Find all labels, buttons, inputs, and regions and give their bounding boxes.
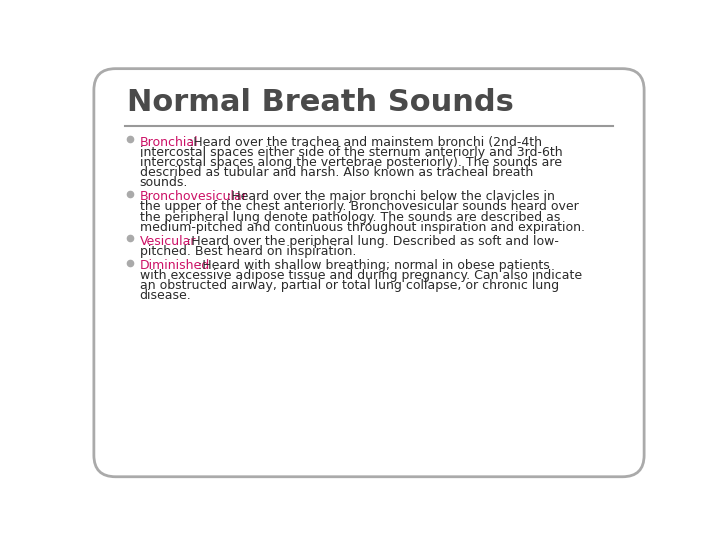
Text: intercostal spaces along the vertebrae posteriorly). The sounds are: intercostal spaces along the vertebrae p… <box>140 156 562 169</box>
Text: Diminished: Diminished <box>140 259 210 272</box>
Text: Vesicular: Vesicular <box>140 235 196 248</box>
Text: disease.: disease. <box>140 289 192 302</box>
Text: Bronchovesicular: Bronchovesicular <box>140 190 248 203</box>
Text: an obstructed airway, partial or total lung collapse, or chronic lung: an obstructed airway, partial or total l… <box>140 279 559 292</box>
Text: :Heard over the major bronchi below the clavicles in: :Heard over the major bronchi below the … <box>223 190 555 203</box>
Text: sounds.: sounds. <box>140 176 188 190</box>
Text: :Heard over the trachea and mainstem bronchi (2nd-4th: :Heard over the trachea and mainstem bro… <box>185 136 542 148</box>
Text: pitched. Best heard on inspiration.: pitched. Best heard on inspiration. <box>140 245 356 258</box>
Text: described as tubular and harsh. Also known as tracheal breath: described as tubular and harsh. Also kno… <box>140 166 533 179</box>
Text: with excessive adipose tissue and during pregnancy. Can also indicate: with excessive adipose tissue and during… <box>140 269 582 282</box>
Text: :Heard over the peripheral lung. Described as soft and low-: :Heard over the peripheral lung. Describ… <box>184 235 559 248</box>
Text: intercostal spaces either side of the sternum anteriorly and 3rd-6th: intercostal spaces either side of the st… <box>140 146 562 159</box>
Text: the upper of the chest anteriorly. Bronchovesicular sounds heard over: the upper of the chest anteriorly. Bronc… <box>140 200 578 213</box>
Text: the peripheral lung denote pathology. The sounds are described as: the peripheral lung denote pathology. Th… <box>140 211 560 224</box>
Text: medium-pitched and continuous throughout inspiration and expiration.: medium-pitched and continuous throughout… <box>140 221 585 234</box>
Text: :Heard with shallow breathing; normal in obese patients: :Heard with shallow breathing; normal in… <box>194 259 550 272</box>
Text: Normal Breath Sounds: Normal Breath Sounds <box>127 88 514 117</box>
Text: Bronchial: Bronchial <box>140 136 198 148</box>
FancyBboxPatch shape <box>94 69 644 477</box>
